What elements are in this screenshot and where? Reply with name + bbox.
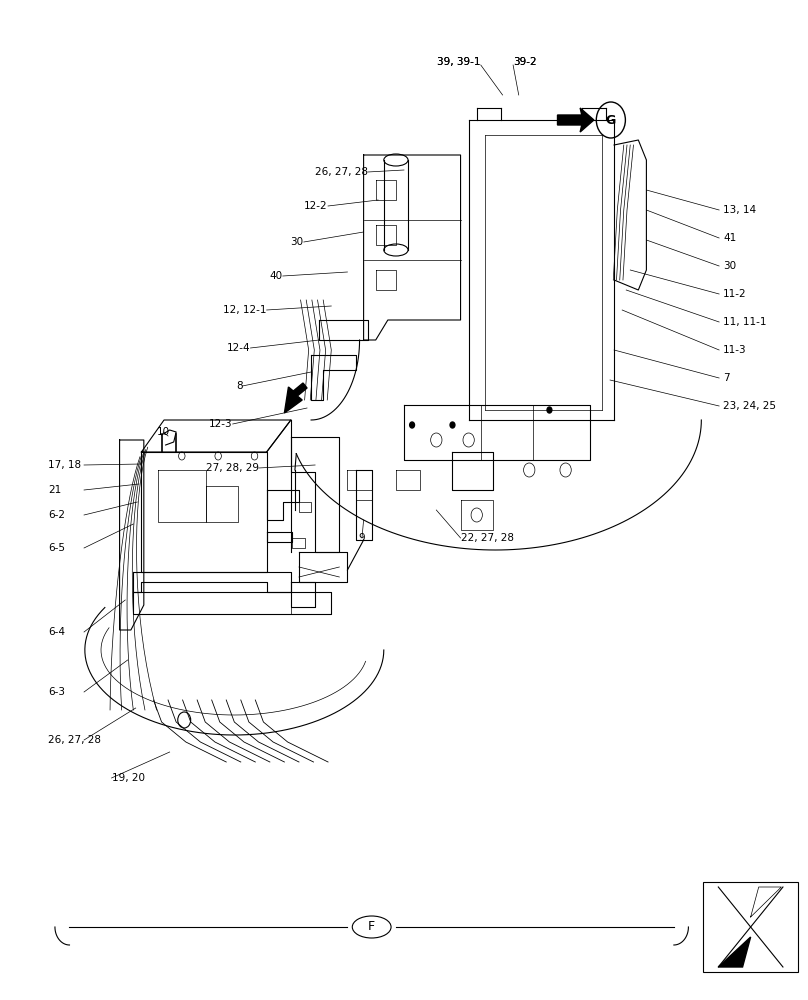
Text: 26, 27, 28: 26, 27, 28 bbox=[314, 167, 368, 177]
Text: 12, 12-1: 12, 12-1 bbox=[223, 305, 267, 315]
Text: G: G bbox=[606, 113, 616, 126]
Text: 39-2: 39-2 bbox=[513, 57, 537, 67]
Circle shape bbox=[450, 422, 455, 428]
Text: 12-2: 12-2 bbox=[304, 201, 327, 211]
Text: 11, 11-1: 11, 11-1 bbox=[723, 317, 767, 327]
Polygon shape bbox=[558, 108, 594, 132]
Text: F: F bbox=[368, 920, 375, 934]
Text: 12-4: 12-4 bbox=[227, 343, 250, 353]
Text: 21: 21 bbox=[48, 485, 61, 495]
Text: 10: 10 bbox=[157, 427, 170, 437]
Text: 8: 8 bbox=[236, 381, 242, 391]
Text: 13, 14: 13, 14 bbox=[723, 205, 756, 215]
Text: 40: 40 bbox=[270, 271, 283, 281]
Text: 12-3: 12-3 bbox=[209, 419, 233, 429]
Polygon shape bbox=[718, 937, 751, 967]
Text: 39, 39-1: 39, 39-1 bbox=[437, 57, 481, 67]
Text: 7: 7 bbox=[723, 373, 730, 383]
Text: 22, 27, 28: 22, 27, 28 bbox=[461, 533, 514, 543]
Text: 27, 28, 29: 27, 28, 29 bbox=[205, 463, 259, 473]
Text: 41: 41 bbox=[723, 233, 736, 243]
Text: 6-3: 6-3 bbox=[48, 687, 65, 697]
Text: 11-3: 11-3 bbox=[723, 345, 747, 355]
Text: 6-2: 6-2 bbox=[48, 510, 65, 520]
Text: 30: 30 bbox=[290, 237, 303, 247]
Text: 6-4: 6-4 bbox=[48, 627, 65, 637]
Text: 9: 9 bbox=[359, 533, 365, 543]
Bar bbox=[703, 882, 798, 972]
Text: 6-5: 6-5 bbox=[48, 543, 65, 553]
Text: 30: 30 bbox=[723, 261, 736, 271]
Text: 26, 27, 28: 26, 27, 28 bbox=[48, 735, 102, 745]
Circle shape bbox=[547, 407, 552, 413]
Text: 23, 24, 25: 23, 24, 25 bbox=[723, 401, 776, 411]
Ellipse shape bbox=[352, 916, 391, 938]
Text: 19, 20: 19, 20 bbox=[112, 773, 145, 783]
Text: 17, 18: 17, 18 bbox=[48, 460, 82, 470]
Text: 39-2: 39-2 bbox=[513, 57, 537, 67]
Circle shape bbox=[410, 422, 415, 428]
Polygon shape bbox=[751, 887, 781, 917]
Text: 11-2: 11-2 bbox=[723, 289, 747, 299]
Polygon shape bbox=[284, 383, 307, 413]
Text: 39, 39-1: 39, 39-1 bbox=[437, 57, 481, 67]
